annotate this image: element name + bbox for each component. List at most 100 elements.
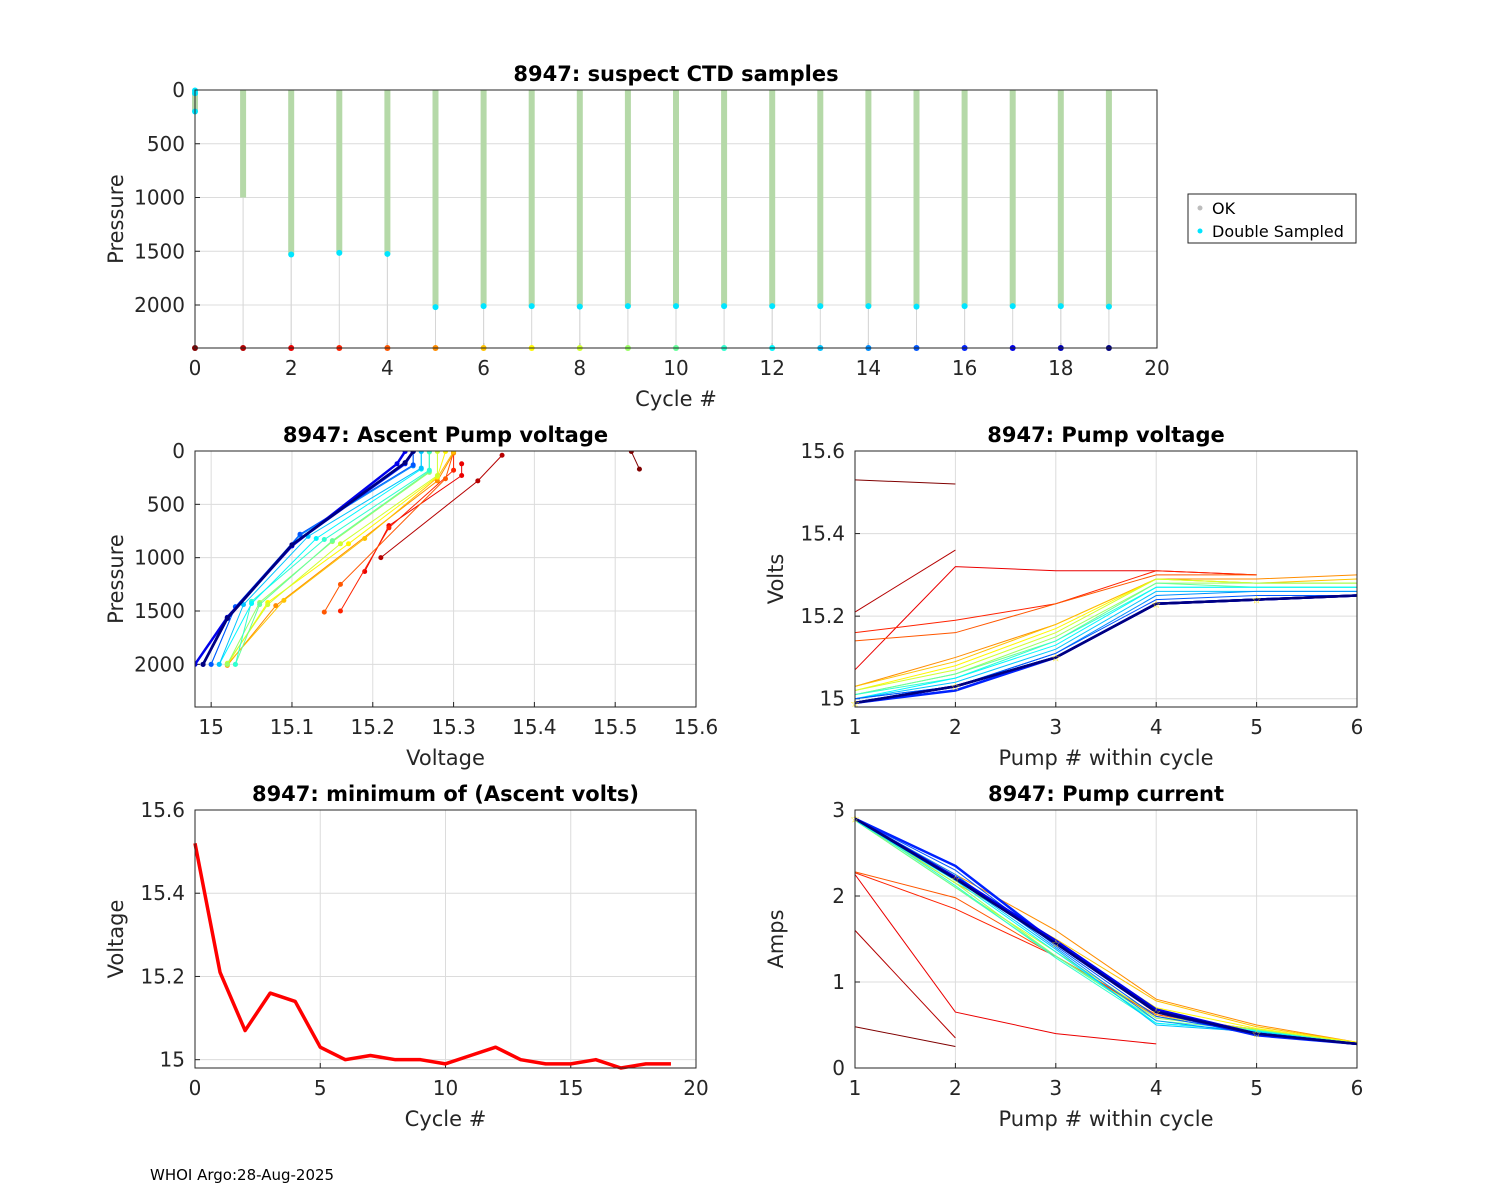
double-sampled-point — [336, 249, 343, 256]
x-tick-label: 15.3 — [431, 715, 476, 739]
cycle-line — [226, 452, 455, 666]
y-tick-label: 1 — [832, 970, 845, 994]
legend-box — [1187, 193, 1357, 244]
cycle-point — [394, 461, 400, 467]
cycle-point — [346, 541, 352, 547]
x-tick-label: 20 — [1144, 356, 1169, 380]
double-sampled-point — [432, 304, 439, 311]
y-tick-label: 2000 — [134, 652, 185, 676]
axes-frame — [854, 809, 1358, 1069]
cycle-point — [636, 466, 642, 472]
x-axis-label: Cycle # — [405, 1107, 487, 1131]
x-tick-label: 0 — [189, 356, 202, 380]
latest-cycle-marker: ☆ — [1051, 651, 1061, 664]
y-tick-label: 1000 — [134, 186, 185, 210]
x-tick-label: 2 — [949, 1076, 962, 1100]
y-tick-label: 15.6 — [140, 798, 185, 822]
legend-label: Double Sampled — [1212, 222, 1344, 241]
double-sampled-point — [528, 303, 535, 310]
minvolt-axes: 0 5 10 15 20 15 15.2 15.4 15.6 8947: minimum of (… — [104, 782, 709, 1131]
cycle-point — [321, 537, 327, 543]
x-axis-label: Voltage — [406, 746, 485, 770]
cycle-point — [475, 478, 481, 484]
double-sampled-point — [624, 303, 631, 310]
cycle-point — [249, 601, 255, 607]
double-sampled-point — [673, 303, 679, 310]
cycle-line — [854, 594, 1358, 705]
cycle-point — [410, 462, 416, 468]
legend: OK Double Sampled — [1187, 193, 1357, 244]
x-tick-label: 20 — [683, 1076, 708, 1100]
cycle-point — [434, 473, 440, 479]
y-tick-label: 15 — [820, 687, 845, 711]
cycle-point — [362, 535, 368, 541]
ascent-axes: 15 15.1 15.2 15.3 15.4 15.5 15.6 0 500 1000 1500 20… — [104, 423, 718, 770]
cycle-line — [854, 479, 956, 485]
ctd-plot — [192, 87, 1112, 351]
cycle-point — [410, 451, 416, 455]
y-tick-label: 15.6 — [800, 439, 845, 463]
cycle-point — [281, 597, 287, 603]
x-tick-label: 1 — [849, 715, 862, 739]
cycle-point — [265, 602, 271, 608]
x-tick-label: 12 — [759, 356, 784, 380]
latest-cycle-marker: ☆ — [1252, 1028, 1262, 1041]
y-tick-label: 15 — [160, 1048, 185, 1072]
y-tick-label: 1000 — [134, 546, 185, 570]
cycle-line — [854, 817, 1358, 1046]
axes-frame — [854, 450, 1358, 708]
latest-cycle-marker: ☆ — [1252, 594, 1262, 607]
cycle-point — [216, 661, 222, 667]
axes-frame — [194, 450, 697, 708]
legend-marker — [1197, 228, 1203, 234]
double-sampled-point — [961, 303, 968, 310]
y-tick-label: 15.4 — [800, 522, 845, 546]
cycle-point — [426, 467, 432, 473]
x-tick-label: 6 — [1351, 715, 1364, 739]
cycle-point — [224, 661, 230, 667]
x-tick-label: 5 — [1250, 1076, 1263, 1100]
latest-cycle-marker: ☆ — [950, 680, 960, 693]
x-tick-label: 1 — [849, 1076, 862, 1100]
cycle-point — [451, 467, 457, 473]
double-sampled-point — [576, 303, 583, 310]
x-tick-label: 10 — [433, 1076, 458, 1100]
cycle-point — [273, 603, 279, 609]
cycle-point — [628, 451, 634, 455]
y-tick-label: 3 — [832, 798, 845, 822]
double-sampled-point — [913, 303, 920, 310]
min-voltage-line — [193, 842, 671, 1070]
cycle-line — [854, 578, 1358, 687]
cycle-point — [459, 461, 465, 467]
y-tick-label: 1500 — [134, 239, 185, 263]
y-axis-label: Volts — [764, 554, 788, 605]
cycle-point — [418, 465, 424, 471]
chart-title: 8947: suspect CTD samples — [513, 62, 838, 86]
cycle-point — [337, 581, 343, 587]
double-sampled-point — [1105, 303, 1112, 310]
minvolt-plot — [193, 842, 671, 1070]
y-tick-label: 500 — [147, 492, 185, 516]
cycle-point — [418, 451, 424, 455]
x-tick-label: 5 — [314, 1076, 327, 1100]
x-tick-label: 4 — [1150, 715, 1163, 739]
double-sampled-point — [288, 251, 295, 258]
cycle-point — [313, 535, 319, 541]
y-tick-label: 2000 — [134, 293, 185, 317]
y-tick-label: 15.2 — [800, 604, 845, 628]
x-tick-label: 10 — [663, 356, 688, 380]
cycle-point — [451, 451, 457, 455]
ascent-plot — [195, 451, 642, 668]
x-tick-label: 4 — [1150, 1076, 1163, 1100]
cycle-line — [854, 549, 956, 613]
x-tick-label: 18 — [1048, 356, 1073, 380]
cycle-point — [257, 602, 263, 608]
cycle-point — [402, 460, 408, 466]
cycle-point — [289, 542, 295, 548]
pumpv-plot: ☆☆☆☆ ☆ — [850, 479, 1358, 710]
y-tick-label: 0 — [172, 78, 185, 102]
y-axis-label: Pressure — [104, 534, 128, 624]
latest-cycle-marker: ☆ — [1151, 1006, 1161, 1019]
